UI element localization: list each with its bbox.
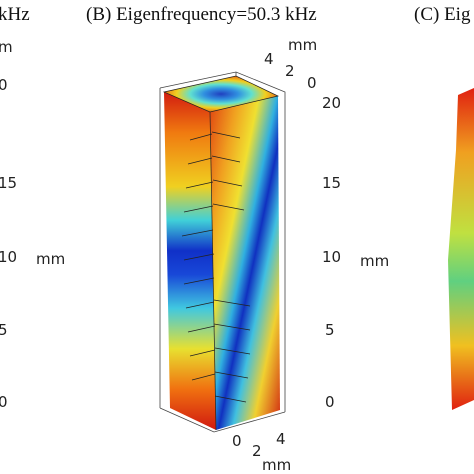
z-unit: mm bbox=[36, 250, 65, 268]
axis-label: 2 bbox=[252, 442, 262, 460]
z-label: 0 bbox=[0, 76, 8, 94]
z-label: 5 bbox=[0, 321, 8, 339]
box-fragment bbox=[448, 88, 474, 410]
box-edges bbox=[162, 75, 280, 431]
title-fragment: (C) Eig bbox=[414, 4, 471, 25]
axis-label: 2 bbox=[285, 62, 295, 80]
z-label: 10 bbox=[0, 248, 17, 266]
box-right-face bbox=[210, 96, 280, 430]
axis-label: 4 bbox=[276, 430, 286, 448]
z-label: 15 bbox=[0, 174, 17, 192]
axis-unit: mm bbox=[288, 36, 317, 54]
tick-hatching bbox=[181, 131, 251, 403]
z-label: 20 bbox=[322, 94, 341, 112]
axis-label: 4 bbox=[264, 50, 274, 68]
z-label: 10 bbox=[322, 248, 341, 266]
axis-label: 0 bbox=[232, 432, 242, 450]
title-fragment: kHz bbox=[0, 4, 30, 25]
z-label: 5 bbox=[325, 321, 335, 339]
axis-unit: mm bbox=[262, 456, 291, 474]
z-label: 0 bbox=[0, 393, 8, 411]
box-top-face bbox=[164, 76, 278, 112]
z-label: 15 bbox=[322, 174, 341, 192]
z-unit: mm bbox=[360, 252, 389, 270]
z-label: 0 bbox=[325, 393, 335, 411]
box-left-face bbox=[164, 92, 216, 430]
axis-unit: m bbox=[0, 38, 13, 56]
panel-title: (B) Eigenfrequency=50.3 kHz bbox=[86, 4, 317, 25]
axis-label: 0 bbox=[307, 74, 317, 92]
